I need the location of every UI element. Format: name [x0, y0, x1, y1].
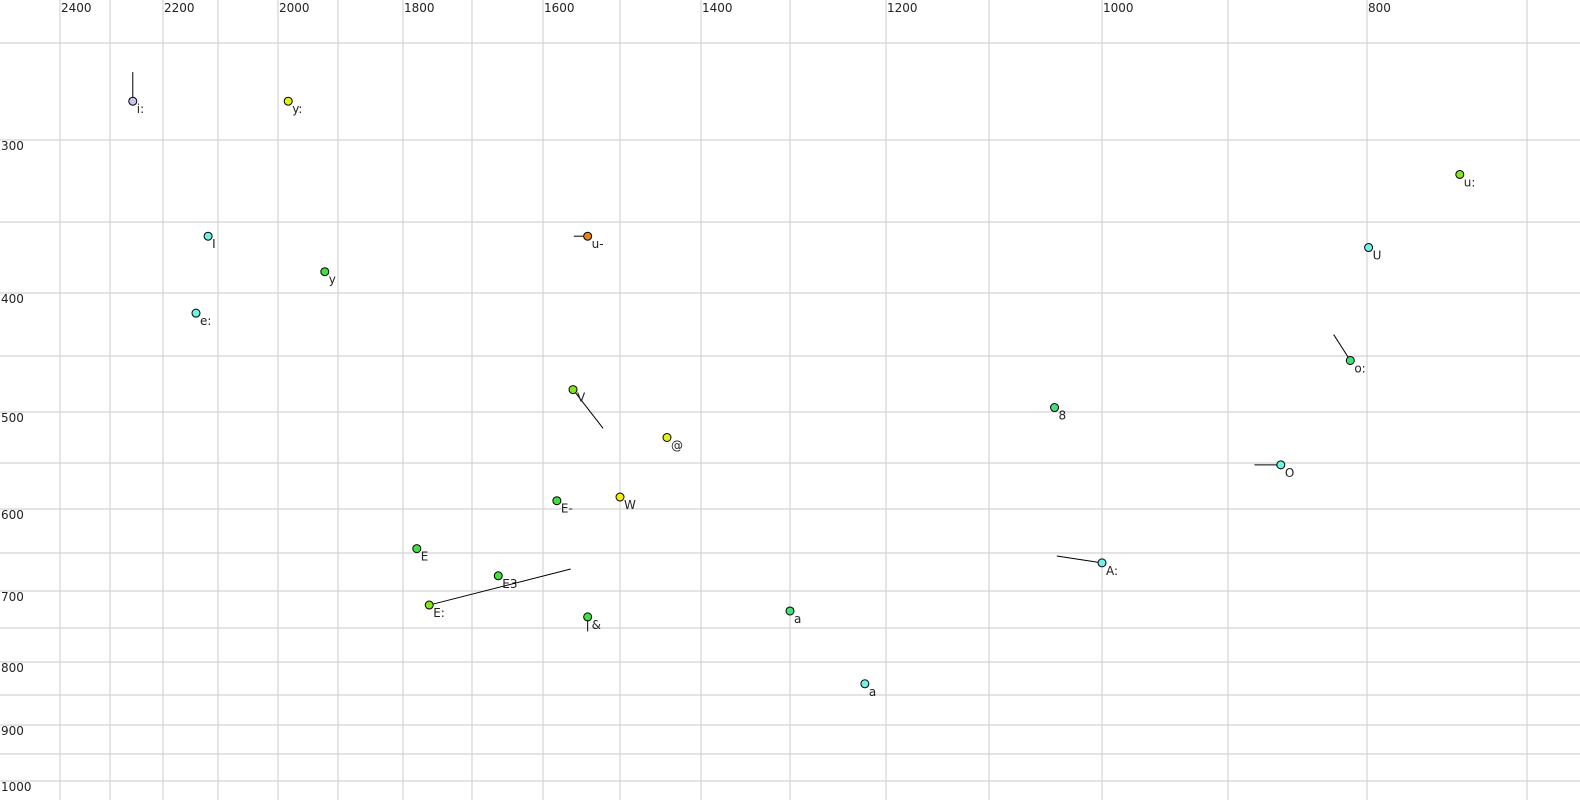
vowel-point: E3	[493, 571, 517, 591]
y-tick-label: 700	[1, 590, 24, 604]
point-label: &	[592, 618, 601, 632]
point-label: u-	[592, 237, 604, 251]
trajectory-line	[572, 389, 604, 429]
vowel-point: y:	[283, 96, 302, 116]
x-tick-label: 1800	[404, 1, 435, 15]
point-marker	[568, 385, 578, 395]
point-marker	[128, 96, 138, 106]
point-marker	[583, 231, 593, 241]
vowel-point: E:	[424, 568, 571, 620]
vowel-point: V	[568, 385, 604, 429]
vowel-point: a	[860, 679, 876, 699]
vowel-point: u:	[1455, 169, 1476, 189]
y-tick-label: 500	[1, 411, 24, 425]
point-label: I	[212, 237, 216, 251]
x-tick-label: 2000	[279, 1, 310, 15]
vowel-point: @	[662, 433, 683, 453]
point-marker	[191, 308, 201, 318]
point-marker	[1276, 460, 1286, 470]
tick-labels: 2400 2200 2000 1800 1600 1400 1200 1000 800 300 40…	[1, 1, 1391, 794]
y-tick-label: 300	[1, 139, 24, 153]
vowel-point: o:	[1333, 334, 1366, 375]
y-tick-label: 600	[1, 508, 24, 522]
point-label: 8	[1059, 409, 1067, 423]
x-tick-label: 2400	[61, 1, 92, 15]
x-tick-label: 2200	[164, 1, 195, 15]
point-label: i:	[137, 102, 144, 116]
point-label: y	[329, 273, 336, 287]
y-tick-label: 400	[1, 292, 24, 306]
x-tick-label: 1200	[887, 1, 918, 15]
vowel-point: W	[615, 492, 636, 512]
point-marker	[1455, 169, 1465, 179]
y-tick-label: 800	[1, 661, 24, 675]
point-label: e:	[200, 314, 211, 328]
point-marker	[615, 492, 625, 502]
data-points: i: y: Iy e: u-u: Uo: 8 V @ O E- W E E3 E: & a A: a	[128, 72, 1476, 699]
point-label: o:	[1354, 361, 1365, 375]
point-marker	[860, 679, 870, 689]
point-label: E-	[561, 502, 573, 516]
point-marker	[785, 606, 795, 616]
vowel-point: i:	[128, 72, 144, 116]
x-tick-label: 1400	[702, 1, 733, 15]
point-marker	[1097, 558, 1107, 568]
point-label: E:	[433, 606, 445, 620]
vowel-point: &	[583, 612, 601, 632]
y-tick-label: 900	[1, 724, 24, 738]
point-label: @	[671, 439, 683, 453]
vowel-point: E	[412, 544, 429, 564]
point-marker	[283, 96, 293, 106]
point-label: W	[624, 498, 636, 512]
point-label: y:	[292, 102, 302, 116]
vowel-point: U	[1364, 243, 1382, 263]
vowel-point: O	[1254, 460, 1294, 480]
trajectory-line	[1333, 334, 1351, 361]
vowel-point: 8	[1050, 403, 1067, 423]
y-tick-label: 1000	[1, 780, 32, 794]
point-label: U	[1373, 249, 1382, 263]
x-tick-label: 1600	[544, 1, 575, 15]
x-tick-label: 1000	[1103, 1, 1134, 15]
point-marker	[320, 267, 330, 277]
point-label: a	[869, 685, 876, 699]
vowel-point: I	[203, 231, 216, 251]
vowel-point: A:	[1056, 555, 1118, 578]
point-marker	[203, 231, 213, 241]
point-marker	[552, 496, 562, 506]
vowel-point: E-	[552, 496, 573, 516]
point-label: V	[577, 391, 586, 405]
point-label: O	[1285, 466, 1294, 480]
point-label: E	[421, 550, 429, 564]
point-label: u:	[1464, 175, 1476, 189]
vowel-point: e:	[191, 308, 211, 328]
point-marker	[493, 571, 503, 581]
trajectory-line	[1056, 555, 1103, 564]
point-label: E3	[502, 577, 517, 591]
trajectory-line	[429, 568, 571, 606]
point-marker	[662, 433, 672, 442]
point-marker	[1345, 355, 1355, 365]
point-label: a	[794, 612, 801, 626]
vowel-point: u-	[573, 231, 604, 251]
point-label: A:	[1106, 564, 1118, 578]
vowel-point: a	[785, 606, 801, 626]
point-marker	[424, 600, 434, 610]
x-tick-label: 800	[1368, 1, 1391, 15]
point-marker	[1364, 243, 1374, 253]
point-marker	[1050, 403, 1060, 413]
vowel-point: y	[320, 267, 336, 287]
point-marker	[412, 544, 422, 554]
point-marker	[583, 612, 593, 622]
